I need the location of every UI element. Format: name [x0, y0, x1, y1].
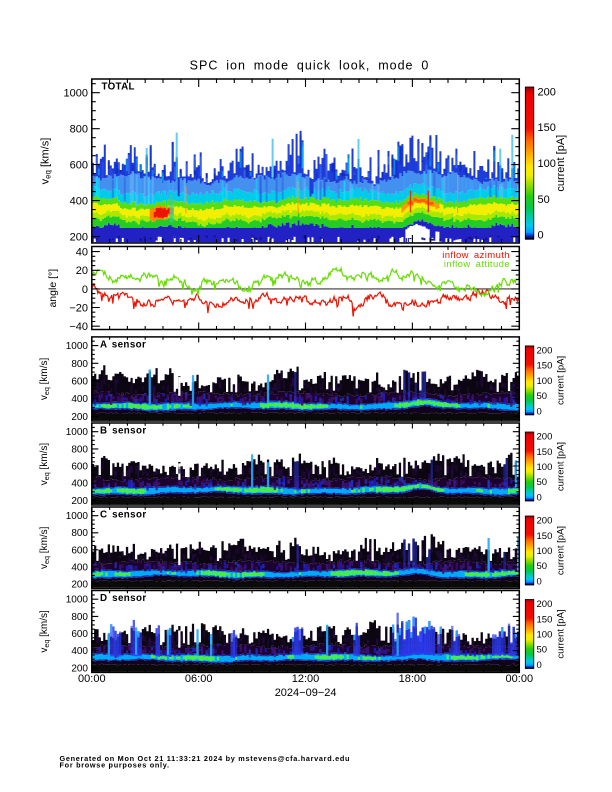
svg-text:−40: −40 [69, 321, 88, 333]
svg-text:800: 800 [71, 444, 88, 455]
svg-text:current [pA]: current [pA] [556, 609, 567, 658]
svg-text:50: 50 [538, 194, 550, 206]
svg-text:200: 200 [537, 599, 553, 610]
svg-text:current [pA]: current [pA] [556, 356, 567, 405]
svg-text:150: 150 [537, 361, 553, 372]
svg-text:200: 200 [537, 346, 553, 357]
svg-text:0: 0 [537, 660, 542, 671]
svg-text:angle [°]: angle [°] [47, 269, 59, 308]
svg-text:For browse purposes only.: For browse purposes only. [60, 761, 170, 770]
svg-text:100: 100 [537, 376, 553, 387]
svg-text:SPC ion mode quick look, mode: SPC ion mode quick look, mode 0 [190, 59, 430, 73]
svg-text:800: 800 [71, 359, 88, 370]
svg-text:0: 0 [537, 492, 542, 503]
svg-text:00:00: 00:00 [78, 673, 106, 685]
svg-text:400: 400 [70, 196, 88, 208]
svg-text:current [pA]: current [pA] [556, 442, 567, 491]
svg-text:20: 20 [76, 265, 88, 277]
svg-text:600: 600 [71, 629, 88, 640]
svg-text:200: 200 [71, 496, 88, 507]
svg-text:current [pA]: current [pA] [556, 526, 567, 575]
svg-text:0: 0 [82, 284, 88, 296]
svg-text:800: 800 [71, 528, 88, 539]
svg-text:1000: 1000 [64, 88, 88, 100]
svg-text:200: 200 [537, 516, 553, 527]
svg-text:200: 200 [71, 663, 88, 674]
svg-text:40: 40 [76, 247, 88, 259]
svg-text:1000: 1000 [66, 595, 89, 606]
svg-text:50: 50 [537, 477, 548, 488]
svg-text:200: 200 [70, 232, 88, 244]
svg-text:50: 50 [537, 391, 548, 402]
svg-text:inflow attitude: inflow attitude [444, 259, 510, 270]
svg-text:inflow azimuth: inflow azimuth [442, 250, 510, 261]
svg-text:150: 150 [537, 447, 553, 458]
svg-text:B sensor: B sensor [100, 426, 147, 437]
svg-text:veq [km/s]: veq [km/s] [40, 138, 53, 185]
svg-text:1000: 1000 [66, 341, 89, 352]
svg-text:100: 100 [537, 546, 553, 557]
svg-text:50: 50 [537, 645, 548, 656]
svg-text:C sensor: C sensor [100, 510, 147, 521]
svg-text:−20: −20 [69, 302, 88, 314]
svg-text:200: 200 [538, 86, 556, 98]
svg-text:18:00: 18:00 [399, 673, 427, 685]
svg-text:veq [km/s]: veq [km/s] [39, 610, 51, 653]
svg-text:100: 100 [537, 630, 553, 641]
svg-text:200: 200 [71, 579, 88, 590]
svg-text:100: 100 [537, 462, 553, 473]
svg-text:2024−09−24: 2024−09−24 [275, 687, 337, 699]
svg-text:400: 400 [71, 394, 88, 405]
svg-text:TOTAL: TOTAL [102, 82, 135, 93]
svg-text:400: 400 [71, 479, 88, 490]
svg-text:12:00: 12:00 [292, 673, 320, 685]
svg-text:veq [km/s]: veq [km/s] [39, 526, 51, 569]
svg-text:600: 600 [70, 160, 88, 172]
svg-text:Generated on Mon Oct 21 11:33:: Generated on Mon Oct 21 11:33:21 2024 by… [60, 754, 351, 763]
svg-text:0: 0 [537, 576, 542, 587]
svg-text:00:00: 00:00 [506, 673, 534, 685]
svg-text:400: 400 [71, 646, 88, 657]
svg-text:veq [km/s]: veq [km/s] [39, 443, 51, 486]
svg-text:200: 200 [71, 412, 88, 423]
svg-text:100: 100 [538, 158, 556, 170]
svg-text:current [pA]: current [pA] [555, 135, 567, 192]
svg-text:veq [km/s]: veq [km/s] [39, 358, 51, 401]
svg-text:200: 200 [537, 432, 553, 443]
svg-text:0: 0 [538, 230, 544, 242]
svg-text:600: 600 [71, 462, 88, 473]
svg-text:0: 0 [537, 406, 542, 417]
svg-text:600: 600 [71, 377, 88, 388]
svg-text:1000: 1000 [66, 511, 89, 522]
svg-text:06:00: 06:00 [185, 673, 213, 685]
svg-text:150: 150 [537, 531, 553, 542]
svg-text:150: 150 [537, 614, 553, 625]
svg-text:50: 50 [537, 561, 548, 572]
svg-text:800: 800 [70, 124, 88, 136]
svg-text:A sensor: A sensor [100, 340, 146, 351]
svg-text:D sensor: D sensor [100, 593, 147, 604]
svg-text:1000: 1000 [66, 427, 89, 438]
svg-text:400: 400 [71, 562, 88, 573]
svg-text:600: 600 [71, 545, 88, 556]
svg-text:150: 150 [538, 122, 556, 134]
svg-text:800: 800 [71, 612, 88, 623]
